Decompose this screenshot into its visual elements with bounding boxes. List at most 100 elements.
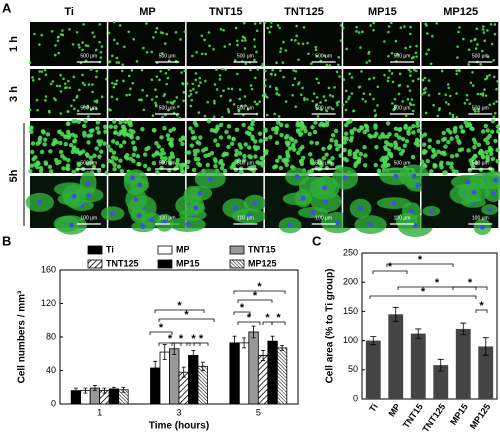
cell	[243, 47, 247, 50]
cell	[114, 140, 120, 146]
cell	[88, 159, 94, 165]
cell	[249, 126, 255, 132]
cell	[218, 122, 224, 128]
cell	[145, 22, 148, 25]
cell	[44, 95, 48, 98]
cell	[78, 46, 81, 49]
cell	[411, 79, 415, 83]
cell	[131, 152, 136, 158]
cell	[485, 128, 490, 133]
cell	[278, 26, 281, 30]
cell	[218, 74, 222, 77]
nucleus	[310, 210, 316, 216]
cell	[256, 68, 260, 71]
cell	[317, 81, 321, 85]
cell	[182, 99, 185, 103]
legend-swatch	[229, 245, 245, 255]
cell	[104, 170, 109, 175]
nucleus	[193, 205, 199, 211]
cell	[398, 83, 402, 87]
cell	[221, 67, 224, 71]
cell	[260, 64, 264, 68]
scale-bar-label: 500 μm	[237, 53, 254, 59]
cell	[277, 155, 283, 160]
cell	[328, 64, 332, 67]
cell	[449, 165, 454, 170]
cell	[315, 77, 319, 81]
cell	[62, 77, 65, 81]
legend-swatch	[229, 259, 245, 269]
cell	[465, 98, 469, 102]
cell	[49, 82, 53, 86]
cell	[481, 28, 485, 31]
cell	[444, 93, 448, 97]
cell	[250, 134, 255, 140]
cell	[291, 94, 294, 97]
cell	[35, 160, 40, 165]
cell	[38, 135, 43, 141]
cell	[81, 41, 84, 44]
cell	[387, 30, 390, 34]
cell	[481, 94, 485, 97]
cell	[449, 161, 454, 166]
significance-bracket	[397, 286, 477, 290]
y-tick-label: 0	[353, 393, 358, 403]
cell	[325, 63, 329, 67]
cell	[495, 124, 500, 129]
cell	[137, 161, 142, 167]
scale-bar-label: 500 μm	[237, 105, 254, 111]
cell	[188, 126, 193, 131]
cell	[72, 98, 76, 102]
cell	[373, 123, 378, 128]
cell	[433, 152, 438, 157]
cell	[111, 81, 114, 85]
cell	[358, 85, 362, 89]
nucleus	[233, 205, 239, 211]
scale-bar-label: 100 μm	[159, 215, 176, 221]
cell	[200, 52, 204, 56]
cell	[61, 29, 64, 32]
cell	[463, 120, 468, 125]
cell	[233, 59, 237, 62]
y-tick-label: 150	[343, 306, 358, 316]
column-label: MP125	[443, 6, 478, 18]
cell	[443, 144, 448, 149]
cell	[362, 92, 366, 95]
cell	[237, 142, 242, 147]
significance-marker: *	[468, 277, 473, 289]
cell	[198, 76, 202, 80]
cell	[367, 133, 372, 138]
cell	[196, 161, 201, 166]
cell	[294, 69, 298, 73]
significance-marker: *	[168, 333, 173, 345]
error-bar	[261, 350, 266, 361]
nucleus	[85, 180, 91, 186]
cell	[135, 154, 141, 159]
micrograph: 500 μm	[341, 68, 420, 118]
cell	[178, 137, 183, 143]
nucleus	[149, 217, 155, 223]
cell	[227, 87, 230, 91]
cell	[495, 147, 500, 153]
cell	[265, 95, 269, 99]
cell	[111, 119, 117, 124]
cell	[185, 82, 189, 85]
significance-bracket	[369, 295, 477, 299]
cell	[38, 168, 44, 174]
micrograph: 500 μm	[419, 119, 500, 176]
cell	[173, 99, 176, 103]
cell	[495, 158, 500, 164]
cell	[478, 148, 484, 154]
cell	[163, 156, 168, 161]
cell	[83, 118, 88, 124]
cell	[115, 61, 119, 64]
cell	[291, 83, 295, 87]
cell	[355, 160, 360, 165]
cell	[337, 143, 343, 149]
cell	[356, 128, 362, 133]
cell	[183, 69, 187, 73]
cell	[51, 80, 55, 83]
cell	[424, 111, 428, 115]
legend-swatch	[87, 259, 103, 269]
cell	[417, 77, 420, 81]
